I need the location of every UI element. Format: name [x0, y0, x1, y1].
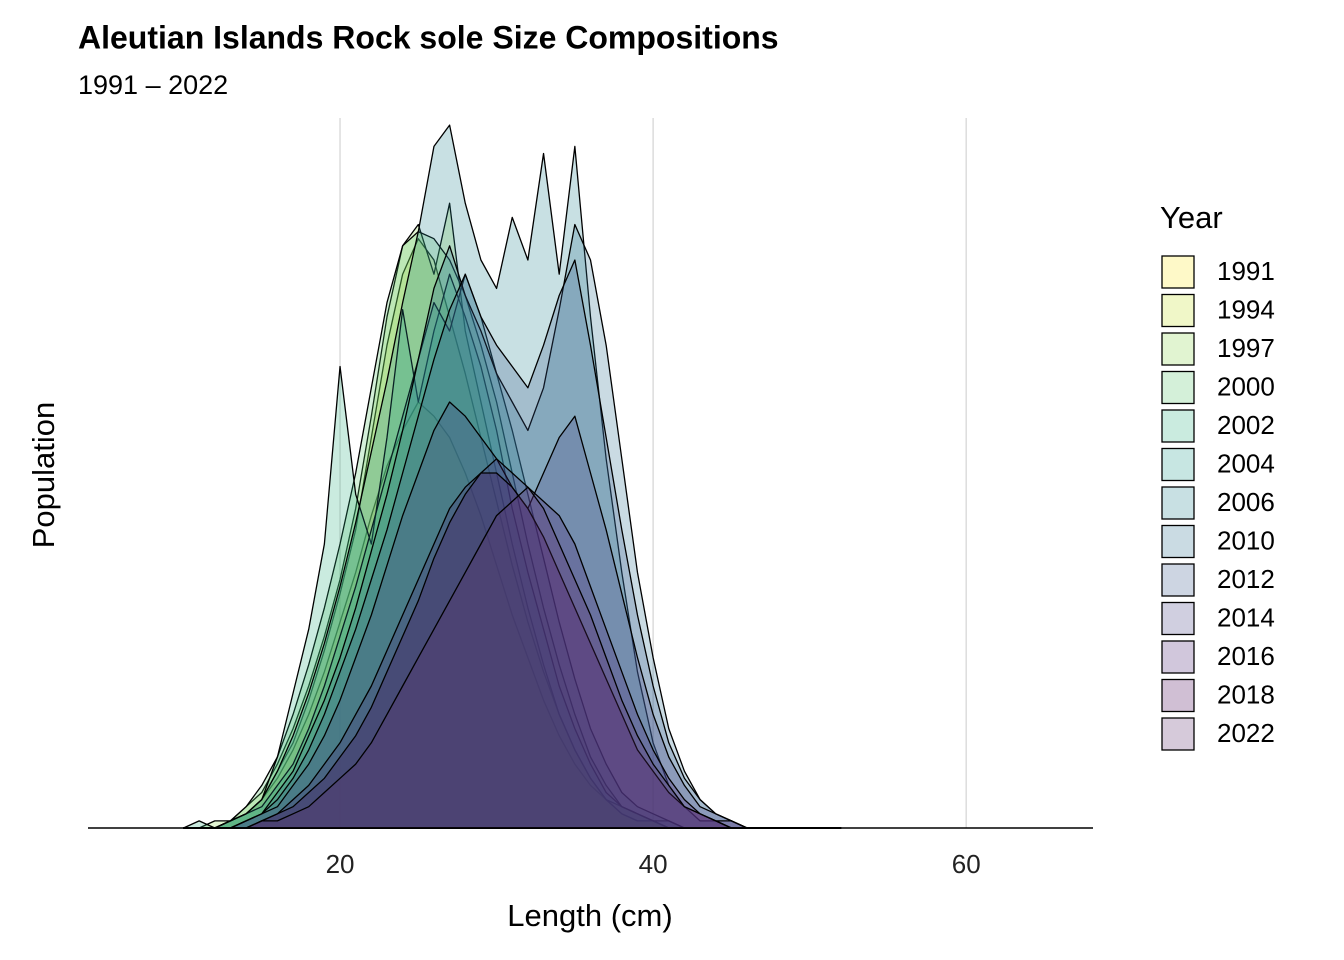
legend-label: 2014: [1217, 602, 1275, 632]
legend-label: 1997: [1217, 333, 1275, 363]
legend-label: 1991: [1217, 256, 1275, 286]
legend-label: 2000: [1217, 371, 1275, 401]
x-tick-label: 60: [952, 849, 981, 879]
grid: [339, 118, 967, 828]
y-axis-title: Population: [26, 402, 61, 549]
x-axis-title: Length (cm): [507, 898, 672, 933]
legend-key: [1161, 524, 1195, 559]
legend-label: 2002: [1217, 410, 1275, 440]
chart-subtitle: 1991 – 2022: [78, 70, 228, 100]
legend-key: [1161, 486, 1195, 520]
x-tick-label: 40: [639, 849, 668, 879]
chart-title: Aleutian Islands Rock sole Size Composit…: [78, 19, 779, 55]
x-tick-label: 20: [326, 849, 355, 879]
legend-label: 2004: [1217, 448, 1275, 478]
area: [182, 458, 842, 829]
legend-key: [1161, 601, 1195, 636]
legend-key: [1161, 332, 1195, 366]
legend-key: [1161, 409, 1195, 443]
legend-label: 1994: [1217, 294, 1275, 324]
legend-label: 2012: [1217, 564, 1275, 594]
legend-title: Year: [1160, 200, 1223, 235]
plot-area: [182, 124, 842, 829]
legend-label: 2006: [1217, 487, 1275, 517]
legend-key: [1161, 717, 1195, 751]
legend-label: 2022: [1217, 718, 1275, 748]
legend-key: [1161, 447, 1195, 482]
legend: 1991 1994 1997 2000 2002 2004 2006 2010 2012 2014…: [1161, 255, 1275, 751]
legend-key: [1161, 640, 1195, 674]
legend-key: [1161, 563, 1195, 597]
legend-key: [1161, 255, 1195, 289]
legend-key: [1161, 370, 1195, 405]
legend-label: 2016: [1217, 641, 1275, 671]
legend-key: [1161, 293, 1195, 328]
legend-label: 2018: [1217, 679, 1275, 709]
legend-label: 2010: [1217, 525, 1275, 555]
legend-key: [1161, 678, 1195, 713]
